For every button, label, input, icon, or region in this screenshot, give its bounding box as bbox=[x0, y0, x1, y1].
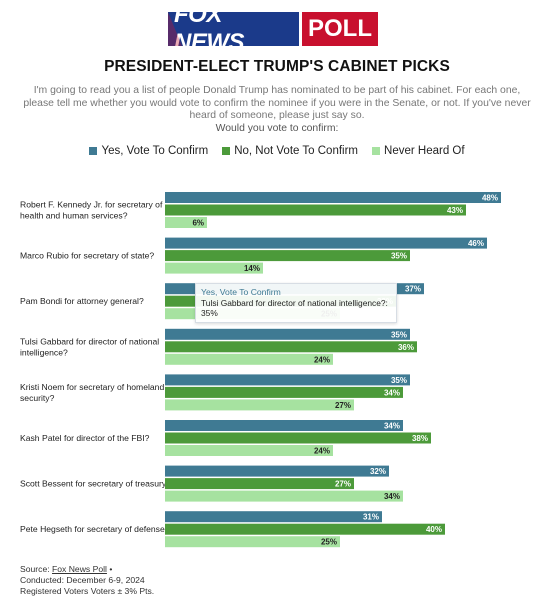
legend-swatch-never bbox=[372, 147, 381, 155]
data-label-no: 43% bbox=[447, 206, 463, 215]
category-label: Tulsi Gabbard for director of national bbox=[20, 336, 159, 346]
category-label: Kristi Noem for secretary of homeland bbox=[20, 382, 164, 392]
chart-legend: Yes, Vote To Confirm No, Not Vote To Con… bbox=[0, 145, 554, 157]
source-suffix: • bbox=[106, 564, 113, 574]
legend-swatch-yes bbox=[89, 147, 98, 155]
bar-yes[interactable] bbox=[165, 374, 410, 386]
bar-no[interactable] bbox=[165, 204, 466, 216]
bar-no[interactable] bbox=[165, 250, 410, 262]
data-label-no: 40% bbox=[426, 525, 442, 534]
legend-swatch-no bbox=[222, 147, 231, 155]
bar-no[interactable] bbox=[165, 341, 417, 353]
data-label-never: 6% bbox=[192, 219, 204, 228]
bar-yes[interactable] bbox=[165, 465, 389, 477]
fox-news-poll-logo: FOX NEWS POLL bbox=[168, 12, 378, 46]
question-followup: Would you vote to confirm: bbox=[215, 122, 339, 134]
bar-never[interactable] bbox=[165, 262, 263, 274]
source-sample: Registered Voters Voters ± 3% Pts. bbox=[20, 586, 155, 596]
data-label-yes: 34% bbox=[384, 422, 400, 431]
legend-label-never: Never Heard Of bbox=[384, 145, 465, 157]
data-label-no: 35% bbox=[391, 252, 407, 261]
bar-no[interactable] bbox=[165, 478, 354, 490]
bar-yes[interactable] bbox=[165, 328, 410, 340]
legend-item-no[interactable]: No, Not Vote To Confirm bbox=[222, 145, 358, 157]
tooltip-value: 35% bbox=[201, 308, 218, 318]
legend-label-no: No, Not Vote To Confirm bbox=[234, 145, 359, 157]
category-label: Pam Bondi for attorney general? bbox=[20, 296, 144, 306]
logo-brand: FOX NEWS bbox=[168, 12, 299, 46]
category-label: intelligence? bbox=[20, 347, 68, 357]
bar-chart: Robert F. Kennedy Jr. for secretary ofhe… bbox=[20, 192, 501, 548]
data-label-yes: 37% bbox=[405, 285, 421, 294]
legend-item-yes[interactable]: Yes, Vote To Confirm bbox=[89, 145, 208, 157]
tooltip-series: Yes, Vote To Confirm bbox=[201, 287, 281, 297]
logo-suffix: POLL bbox=[302, 12, 378, 46]
data-label-never: 34% bbox=[384, 492, 400, 501]
category-label: Pete Hegseth for secretary of defense? bbox=[20, 524, 170, 534]
chart-title: PRESIDENT-ELECT TRUMP'S CABINET PICKS bbox=[104, 58, 450, 75]
data-label-yes: 48% bbox=[482, 194, 498, 203]
data-label-yes: 35% bbox=[391, 376, 407, 385]
bar-never[interactable] bbox=[165, 490, 403, 502]
tooltip-category: Tulsi Gabbard for director of national i… bbox=[201, 297, 388, 308]
bar-yes[interactable] bbox=[165, 237, 487, 249]
data-label-no: 27% bbox=[335, 480, 351, 489]
source-link[interactable]: Fox News Poll bbox=[52, 564, 107, 574]
data-label-yes: 46% bbox=[468, 239, 484, 248]
legend-item-never[interactable]: Never Heard Of bbox=[372, 145, 465, 157]
data-label-no: 34% bbox=[384, 388, 400, 397]
category-label: Kash Patel for director of the FBI? bbox=[20, 433, 150, 443]
data-label-never: 27% bbox=[335, 401, 351, 410]
bar-never[interactable] bbox=[165, 536, 340, 548]
data-label-no: 36% bbox=[398, 343, 414, 352]
bar-yes[interactable] bbox=[165, 420, 403, 431]
bar-never[interactable] bbox=[165, 353, 333, 365]
bar-no[interactable] bbox=[165, 432, 431, 444]
bar-never[interactable] bbox=[165, 217, 207, 228]
bar-yes[interactable] bbox=[165, 192, 501, 203]
source-note: Source: Fox News Poll • Conducted: Decem… bbox=[20, 564, 154, 597]
category-label: Marco Rubio for secretary of state? bbox=[20, 251, 154, 261]
data-label-never: 14% bbox=[244, 264, 260, 273]
data-label-yes: 35% bbox=[391, 330, 407, 339]
data-label-never: 25% bbox=[321, 538, 337, 547]
bar-never[interactable] bbox=[165, 445, 333, 456]
category-label: health and human services? bbox=[20, 211, 128, 221]
question-text: I'm going to read you a list of people D… bbox=[23, 85, 531, 121]
bar-no[interactable] bbox=[165, 523, 445, 535]
bar-yes[interactable] bbox=[165, 511, 382, 523]
data-label-never: 24% bbox=[314, 447, 330, 456]
hover-tooltip: Yes, Vote To Confirm Tulsi Gabbard for d… bbox=[195, 283, 397, 323]
source-prefix: Source: bbox=[20, 564, 53, 574]
data-label-no: 38% bbox=[412, 434, 428, 443]
category-label: security? bbox=[20, 393, 55, 403]
category-label: Robert F. Kennedy Jr. for secretary of bbox=[20, 200, 163, 210]
poll-question: I'm going to read you a list of people D… bbox=[20, 85, 534, 135]
legend-label-yes: Yes, Vote To Confirm bbox=[101, 145, 209, 157]
data-label-yes: 31% bbox=[363, 513, 379, 522]
bar-no[interactable] bbox=[165, 386, 403, 398]
bar-never[interactable] bbox=[165, 399, 354, 411]
data-label-never: 24% bbox=[314, 355, 330, 364]
source-conducted: Conducted: December 6-9, 2024 bbox=[20, 575, 145, 585]
data-label-yes: 32% bbox=[370, 467, 386, 476]
category-label: Scott Bessent for secretary of treasury? bbox=[20, 479, 171, 489]
